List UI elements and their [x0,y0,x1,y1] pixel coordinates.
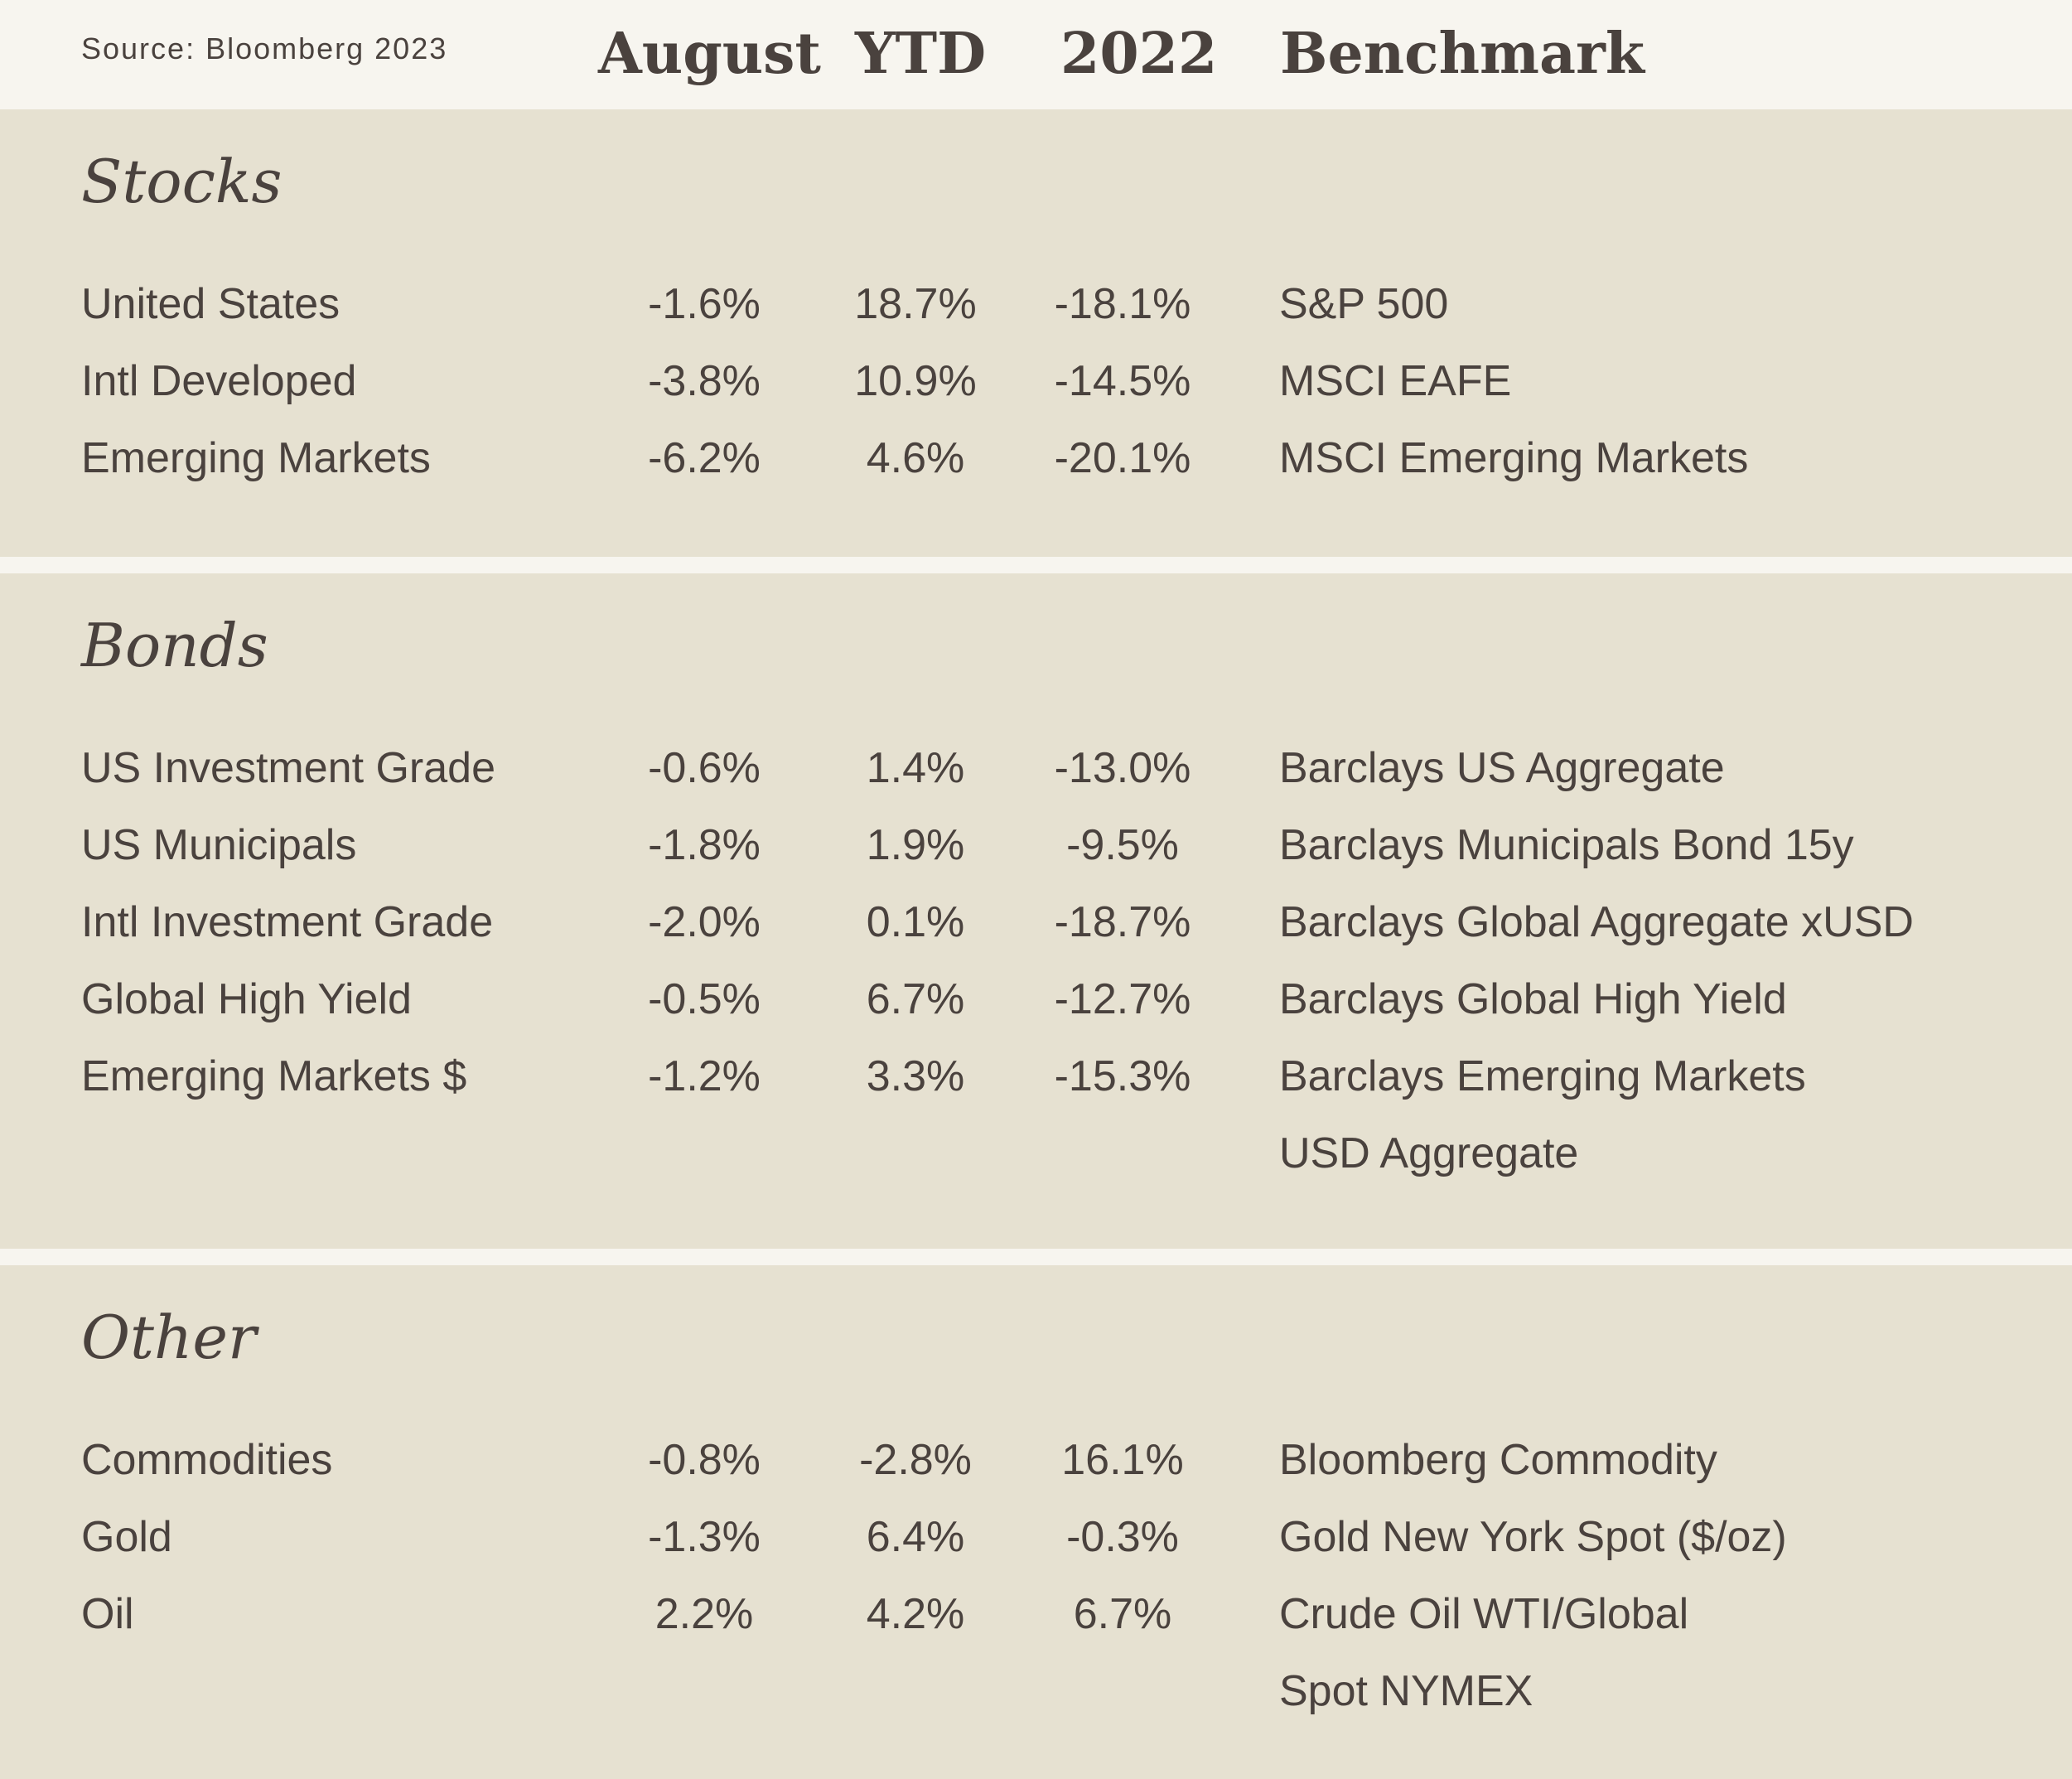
table-row: US Investment Grade -0.6% 1.4% -13.0% Ba… [0,739,2072,797]
asset-class-label: Commodities [81,1436,333,1484]
august-return: 2.2% [654,1590,754,1638]
table-row: United States -1.6% 18.7% -18.1% S&P 500 [0,275,2072,333]
table-row: Intl Developed -3.8% 10.9% -14.5% MSCI E… [0,352,2072,410]
august-return: -2.0% [648,898,761,946]
august-return: -0.8% [648,1436,761,1484]
august-return: -1.3% [648,1513,761,1561]
benchmark-name-continued: Spot NYMEX [1279,1667,1533,1715]
benchmark-name: MSCI EAFE [1279,357,1512,405]
august-return: -1.6% [648,280,761,328]
ytd-return: 6.4% [866,1513,965,1561]
section-title: Bonds [81,611,268,680]
ytd-return: 1.4% [866,744,965,792]
return-2022: 6.7% [1073,1590,1172,1638]
return-2022: -12.7% [1054,975,1191,1023]
section-stocks: Stocks United States -1.6% 18.7% -18.1% … [0,109,2072,557]
benchmark-name: Bloomberg Commodity [1279,1436,1717,1484]
asset-class-label: Global High Yield [81,975,412,1023]
return-2022: -9.5% [1066,821,1179,869]
section-other: Other Commodities -0.8% -2.8% 16.1% Bloo… [0,1265,2072,1779]
ytd-return: 18.7% [854,280,977,328]
table-header: Source: Bloomberg 2023 August YTD 2022 B… [0,0,2072,108]
benchmark-name: Barclays US Aggregate [1279,744,1725,792]
asset-class-label: Gold [81,1513,172,1561]
ytd-return: 0.1% [866,898,965,946]
source-note: Source: Bloomberg 2023 [81,31,448,65]
ytd-return: 1.9% [866,821,965,869]
ytd-return: -2.8% [859,1436,972,1484]
table-row: Gold -1.3% 6.4% -0.3% Gold New York Spot… [0,1508,2072,1566]
table-row: Global High Yield -0.5% 6.7% -12.7% Barc… [0,970,2072,1028]
column-header-ytd: YTD [855,21,987,87]
return-2022: -18.7% [1054,898,1191,946]
table-row-continuation: Spot NYMEX [0,1662,2072,1720]
asset-class-label: Intl Investment Grade [81,898,494,946]
asset-class-label: Oil [81,1590,134,1638]
table-row: Intl Investment Grade -2.0% 0.1% -18.7% … [0,893,2072,951]
benchmark-name: S&P 500 [1279,280,1449,328]
asset-class-label: US Municipals [81,821,357,869]
benchmark-name-continued: USD Aggregate [1279,1129,1579,1177]
table-row: Oil 2.2% 4.2% 6.7% Crude Oil WTI/Global [0,1585,2072,1643]
benchmark-name: Barclays Municipals Bond 15y [1279,821,1854,869]
benchmark-name: MSCI Emerging Markets [1279,434,1749,482]
ytd-return: 6.7% [866,975,965,1023]
asset-class-label: Emerging Markets $ [81,1052,467,1100]
column-header-august: August [598,21,821,87]
column-header-2022: 2022 [1060,21,1218,87]
august-return: -0.5% [648,975,761,1023]
benchmark-name: Barclays Global Aggregate xUSD [1279,898,1914,946]
august-return: -1.2% [648,1052,761,1100]
ytd-return: 4.2% [866,1590,965,1638]
table-row: US Municipals -1.8% 1.9% -9.5% Barclays … [0,816,2072,874]
benchmark-name: Barclays Emerging Markets [1279,1052,1806,1100]
august-return: -3.8% [648,357,761,405]
table-row: Emerging Markets -6.2% 4.6% -20.1% MSCI … [0,429,2072,487]
ytd-return: 3.3% [866,1052,965,1100]
ytd-return: 4.6% [866,434,965,482]
table-row: Commodities -0.8% -2.8% 16.1% Bloomberg … [0,1431,2072,1489]
return-2022: 16.1% [1061,1436,1184,1484]
section-bonds: Bonds US Investment Grade -0.6% 1.4% -13… [0,573,2072,1249]
asset-class-label: Intl Developed [81,357,357,405]
return-2022: -13.0% [1054,744,1191,792]
august-return: -1.8% [648,821,761,869]
benchmark-name: Crude Oil WTI/Global [1279,1590,1689,1638]
return-2022: -18.1% [1054,280,1191,328]
return-2022: -0.3% [1066,1513,1179,1561]
section-title: Other [81,1303,257,1372]
table-row: Emerging Markets $ -1.2% 3.3% -15.3% Bar… [0,1047,2072,1105]
benchmark-name: Gold New York Spot ($/oz) [1279,1513,1787,1561]
benchmark-name: Barclays Global High Yield [1279,975,1787,1023]
return-2022: -14.5% [1054,357,1191,405]
table-row-continuation: USD Aggregate [0,1124,2072,1182]
column-header-benchmark: Benchmark [1280,21,1645,87]
section-title: Stocks [81,147,283,216]
asset-class-label: US Investment Grade [81,744,495,792]
ytd-return: 10.9% [854,357,977,405]
asset-class-label: Emerging Markets [81,434,431,482]
asset-class-label: United States [81,280,341,328]
august-return: -6.2% [648,434,761,482]
return-2022: -20.1% [1054,434,1191,482]
return-2022: -15.3% [1054,1052,1191,1100]
august-return: -0.6% [648,744,761,792]
